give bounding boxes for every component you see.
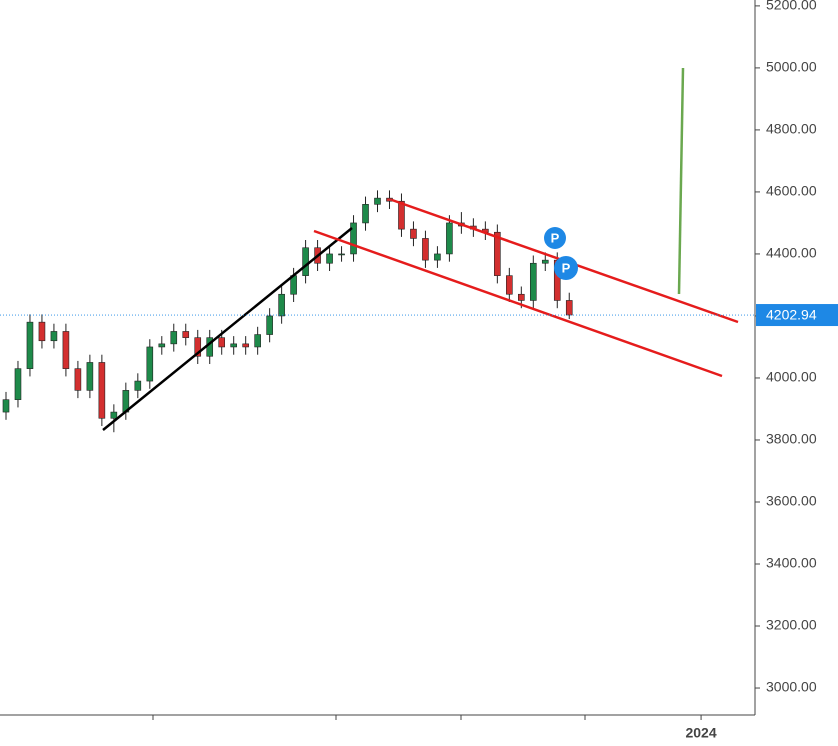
y-tick-label: 3400.00 <box>766 555 817 571</box>
channel-lower <box>313 229 723 378</box>
candle-body <box>362 204 369 224</box>
drawings <box>102 67 739 431</box>
candle-body <box>518 293 525 301</box>
candle-body <box>410 228 417 239</box>
candle-body <box>230 343 237 348</box>
candle-body <box>2 399 10 413</box>
y-tick-label: 3000.00 <box>766 679 817 695</box>
candle-body <box>170 331 178 345</box>
candle-body <box>529 262 537 301</box>
candle-body <box>50 331 58 342</box>
y-tick-label: 3200.00 <box>766 617 817 633</box>
candle-body <box>506 275 513 295</box>
candle-body <box>350 222 357 255</box>
candle-body <box>422 238 429 261</box>
marker-circle <box>554 256 578 280</box>
candle-body <box>110 411 118 419</box>
candle-body <box>158 343 166 348</box>
candle-body <box>266 315 273 335</box>
candle-body <box>218 337 226 348</box>
candle-body <box>541 259 549 264</box>
candle-body <box>386 197 393 202</box>
candle-body <box>302 247 309 276</box>
candle-body <box>565 300 573 316</box>
candle-body <box>326 253 333 264</box>
target-line <box>677 67 685 295</box>
y-tick-label: 4600.00 <box>766 183 817 199</box>
candle-body <box>14 368 22 400</box>
y-tick-label: 3600.00 <box>766 493 817 509</box>
trend-line <box>102 227 353 431</box>
candle-body <box>182 331 190 338</box>
y-tick-label: 4400.00 <box>766 245 817 261</box>
x-tick-label: 2024 <box>685 725 716 741</box>
candle-body <box>74 368 82 391</box>
y-tick-label: 4800.00 <box>766 121 817 137</box>
candle-body <box>86 362 94 391</box>
candle-body <box>98 362 106 419</box>
x-ticks <box>152 715 586 720</box>
candle-body <box>254 334 261 348</box>
candle-body <box>242 343 249 348</box>
y-tick-label: 3800.00 <box>766 431 817 447</box>
candle-body <box>194 337 202 357</box>
candle-body <box>494 231 501 276</box>
marker-label: P <box>551 230 560 245</box>
candle-body <box>338 253 345 256</box>
candle-body <box>38 321 46 342</box>
last-price-label: 4202.94 <box>766 307 817 323</box>
candle-body <box>146 346 154 382</box>
candle-body <box>446 222 453 255</box>
y-tick-label: 4000.00 <box>766 369 817 385</box>
y-tick-label: 5000.00 <box>766 59 817 75</box>
marker-label: P <box>562 260 571 275</box>
candle-body <box>434 253 441 261</box>
candle-body <box>134 380 142 391</box>
last-price-box <box>756 304 838 327</box>
candle-body <box>26 321 34 369</box>
candle-body <box>62 331 70 369</box>
candle-body <box>398 200 405 230</box>
marker-2[interactable]: P <box>554 256 578 280</box>
marker-circle <box>544 227 566 249</box>
candle-body <box>374 197 381 205</box>
candle-body <box>278 293 285 317</box>
marker-1[interactable]: P <box>544 227 566 249</box>
y-tick-label: 5200.00 <box>766 0 817 13</box>
